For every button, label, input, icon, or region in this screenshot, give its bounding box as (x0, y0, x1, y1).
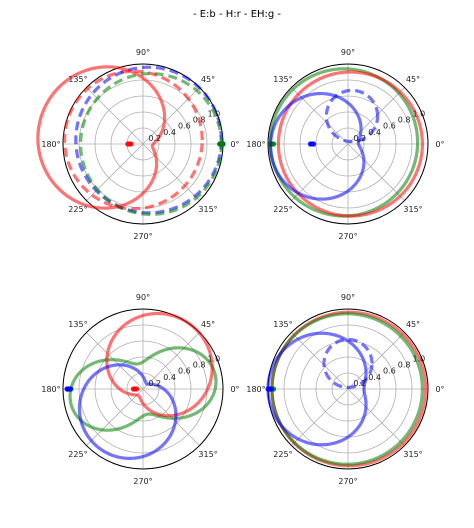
data-marker-eh (220, 141, 226, 147)
series-line-eh (79, 72, 223, 216)
angle-tick-label: 315° (198, 450, 217, 459)
series-line-h (105, 311, 214, 418)
angular-gridline (142, 87, 200, 145)
angle-tick-label: 270° (338, 477, 357, 486)
angular-gridline (86, 87, 144, 145)
data-marker-e (268, 386, 274, 392)
data-marker-e (311, 141, 317, 147)
radial-tick-label: 0.2 (353, 134, 366, 143)
angle-tick-label: 225° (273, 450, 292, 459)
series-line-e (74, 65, 223, 215)
radial-tick-label: 1.0 (208, 354, 221, 363)
data-marker-eh (271, 141, 277, 147)
angle-tick-label: 0° (435, 385, 444, 394)
angle-tick-label: 225° (68, 205, 87, 214)
angle-tick-label: 135° (68, 75, 87, 84)
polar-chart-2: 0° 45° 90° 135° 180° 225° 270° 315° 0.20.40.60.8… (246, 48, 444, 241)
angular-gridline (142, 143, 200, 201)
series-line-e (324, 88, 380, 144)
angle-tick-label: 135° (273, 320, 292, 329)
radial-tick-label: 0.8 (398, 361, 411, 370)
angle-tick-label: 0° (230, 385, 239, 394)
angular-gridline (142, 332, 200, 390)
angular-gridline (86, 388, 144, 446)
series-line-e (268, 91, 366, 201)
polar-subplots: 0°45°90°135°180°225°270°315°0.20.40.60.8… (36, 48, 445, 486)
angular-gridline (291, 332, 349, 390)
radial-tick-label: 0.4 (163, 128, 176, 137)
data-marker-h (134, 386, 140, 392)
data-marker-h (128, 141, 134, 147)
angle-tick-label: 135° (68, 320, 87, 329)
angle-tick-label: 270° (338, 232, 357, 241)
angle-tick-label: 180° (246, 385, 265, 394)
series-line-h (36, 65, 167, 210)
angle-tick-label: 90° (136, 48, 150, 57)
figure-title: - E:b - H:r - EH:g - (193, 9, 281, 20)
radial-tick-label: 0.2 (148, 379, 161, 388)
angle-tick-label: 90° (136, 293, 150, 302)
radial-tick-label: 0.8 (193, 116, 206, 125)
angle-tick-label: 180° (41, 385, 60, 394)
radial-tick-label: 0.6 (383, 122, 396, 131)
angle-tick-label: 225° (273, 205, 292, 214)
angle-tick-label: 270° (133, 477, 152, 486)
radial-tick-label: 0.6 (383, 367, 396, 376)
radial-tick-label: 0.6 (178, 122, 191, 131)
angle-tick-label: 270° (133, 232, 152, 241)
radial-tick-label: 0.6 (178, 367, 191, 376)
radial-tick-label: 1.0 (413, 109, 426, 118)
polar-frame (62, 308, 224, 470)
series-line-e (77, 363, 178, 460)
data-marker-e (67, 386, 73, 392)
angular-gridline (347, 332, 405, 390)
polar-chart-3: 0° 45° 90° 135° 180° 225° 270° 315° 0.20.40.60.8… (41, 293, 239, 486)
angle-tick-label: 45° (201, 320, 215, 329)
angle-tick-label: 315° (403, 205, 422, 214)
angular-gridline (347, 388, 405, 446)
angle-tick-label: 90° (341, 293, 355, 302)
polar-chart-1: 0° 45° 90° 135° 180° 225° 270° 315° 0.20.40.60.8… (36, 48, 240, 241)
angular-gridline (347, 143, 405, 201)
radial-tick-label: 1.0 (208, 109, 221, 118)
series-line-h (276, 70, 424, 218)
angle-tick-label: 45° (406, 320, 420, 329)
radial-tick-label: 0.8 (398, 116, 411, 125)
angle-tick-label: 90° (341, 48, 355, 57)
angle-tick-label: 180° (246, 140, 265, 149)
radial-tick-label: 0.4 (163, 373, 176, 382)
angle-tick-label: 315° (403, 450, 422, 459)
angular-gridline (291, 388, 349, 446)
series-line-h (62, 69, 204, 211)
angle-tick-label: 135° (273, 75, 292, 84)
angle-tick-label: 45° (406, 75, 420, 84)
angular-gridline (291, 143, 349, 201)
radial-tick-label: 0.4 (368, 128, 381, 137)
radial-tick-label: 1.0 (413, 354, 426, 363)
radial-tick-label: 0.8 (193, 361, 206, 370)
angle-tick-label: 225° (68, 450, 87, 459)
series-line-e (322, 337, 374, 389)
radial-tick-label: 0.2 (353, 379, 366, 388)
polar-chart-4: 0° 45° 90° 135° 180° 225° 270° 315° 0.20.40.60.8… (246, 293, 444, 486)
angle-tick-label: 0° (230, 140, 239, 149)
angle-tick-label: 45° (201, 75, 215, 84)
angle-tick-label: 315° (198, 205, 217, 214)
radial-tick-label: 0.4 (368, 373, 381, 382)
angle-tick-label: 0° (435, 140, 444, 149)
radial-tick-label: 0.2 (148, 134, 161, 143)
angle-tick-label: 180° (41, 140, 60, 149)
